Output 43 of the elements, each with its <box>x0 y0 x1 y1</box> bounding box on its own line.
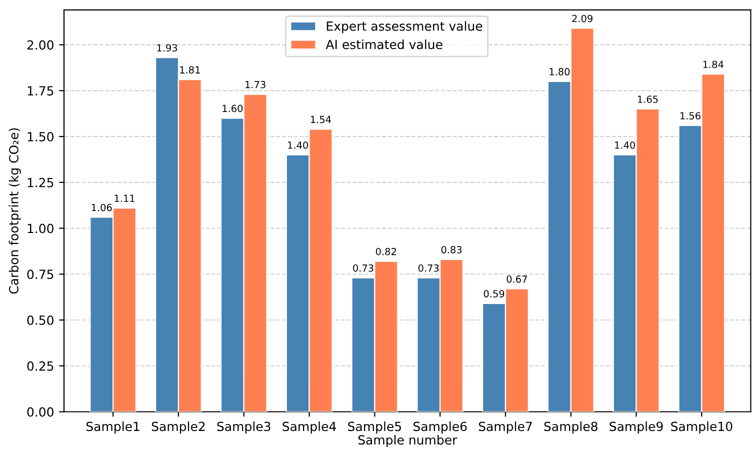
y-tick-label: 2.00 <box>27 40 54 50</box>
y-tick-label: 0.25 <box>27 361 54 371</box>
data-label: 1.80 <box>550 68 570 76</box>
data-label: 0.83 <box>441 246 462 254</box>
x-tick-label: Sample6 <box>413 421 467 434</box>
x-tick-label: Sample7 <box>478 421 532 434</box>
y-axis-title: Carbon footprint (kg CO₂e) <box>8 128 21 294</box>
data-label: 1.11 <box>114 194 134 202</box>
y-tick-label: 1.00 <box>28 224 54 234</box>
data-label: 1.81 <box>180 66 200 74</box>
x-tick-label: Sample10 <box>671 421 732 434</box>
x-tick-label: Sample5 <box>348 421 401 434</box>
x-axis-title: Sample number <box>358 434 458 448</box>
data-label: 1.60 <box>222 104 243 112</box>
y-tick-label: 1.75 <box>28 86 54 96</box>
data-label: 0.82 <box>376 248 396 256</box>
x-tick-label: Sample3 <box>217 421 270 434</box>
data-label: 1.65 <box>638 96 658 103</box>
x-tick-label: Sample2 <box>152 421 205 434</box>
data-label: 1.40 <box>288 141 308 149</box>
x-tick-label: Sample8 <box>544 421 598 434</box>
data-label: 0.73 <box>418 264 439 272</box>
data-label: 1.73 <box>246 80 266 88</box>
data-label: 1.06 <box>92 204 112 212</box>
legend-label: AI estimated value <box>326 40 442 50</box>
x-tick-label: Sample4 <box>282 421 336 434</box>
data-label: 1.84 <box>703 60 724 68</box>
y-tick-label: 0.00 <box>27 407 54 417</box>
x-tick-label: Sample9 <box>610 421 663 434</box>
y-tick-label: 0.50 <box>27 315 54 325</box>
data-label: 0.67 <box>506 275 527 283</box>
y-tick-label: 0.75 <box>27 270 54 280</box>
data-label: 1.40 <box>615 141 636 149</box>
data-label: 0.73 <box>353 264 374 272</box>
y-tick-label: 1.50 <box>28 132 54 142</box>
data-label: 1.56 <box>680 112 700 120</box>
data-label: 2.09 <box>572 14 592 22</box>
legend-label: Expert assessment value <box>326 21 482 34</box>
data-label: 1.54 <box>310 116 331 124</box>
y-tick-label: 1.25 <box>28 178 54 188</box>
data-label: 1.93 <box>157 44 178 52</box>
x-tick-label: Sample1 <box>86 421 140 434</box>
data-label: 0.59 <box>484 290 504 298</box>
